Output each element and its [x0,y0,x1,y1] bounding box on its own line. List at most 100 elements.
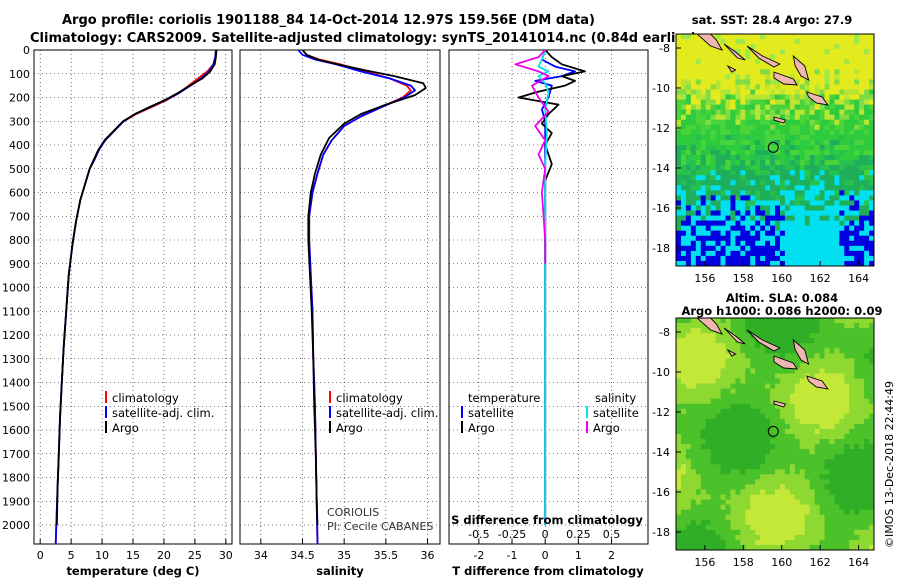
map-cell [730,240,736,247]
map-cell [745,180,751,186]
map-cell [710,459,716,465]
map-cell [819,348,825,354]
map-cell [765,245,771,252]
map-cell [740,139,746,146]
map-cell [775,524,781,531]
map-cell [685,114,692,121]
map-cell [705,119,712,126]
map-cell [725,180,731,186]
map-cell [740,464,746,470]
map-cell [844,539,850,546]
map-cell [765,474,771,480]
map-cell [755,504,761,511]
map-cell [745,185,751,191]
map-cell [725,190,731,196]
map-cell [869,165,874,171]
map-cell [789,459,796,465]
map-cell [700,428,707,435]
map-cell [839,358,845,364]
map-cell [715,333,721,339]
map-cell [794,474,801,480]
map-cell [859,489,865,495]
map-cell [804,509,811,516]
map-cell [779,144,786,151]
map-cell [804,413,811,420]
map-cell [839,150,845,156]
map-cell [770,180,776,186]
map-cell [750,175,756,181]
map-cell [809,225,815,232]
map-cell [834,368,840,374]
map-cell [849,185,855,191]
map-cell [730,114,736,121]
map-cell [849,64,855,70]
map-cell [799,539,806,546]
map-cell [730,235,736,242]
map-cell [676,210,682,216]
map-cell [770,378,776,384]
map-cell [844,129,850,136]
map-cell [849,170,855,176]
map-cell [730,175,736,181]
map-cell [695,170,702,176]
map-cell [765,464,771,470]
map-cell [755,69,761,75]
map-cell [735,155,741,161]
map-cell [819,529,825,536]
map-cell [869,160,874,166]
map-cell [750,318,756,324]
map-cell [695,74,702,80]
map-cell [814,230,820,237]
map-cell [730,519,736,526]
map-cell [819,139,825,146]
map-cell [765,240,771,247]
map-cell [740,250,746,257]
map-cell [730,180,736,186]
map-cell [799,499,806,506]
map-cell [730,484,736,490]
map-cell [784,44,791,50]
map-cell [775,144,781,151]
map-cell [715,504,721,511]
map-cell [740,469,746,475]
map-cell [710,134,716,141]
map-cell [685,129,692,136]
map-cell [859,454,865,460]
map-cell [710,119,716,126]
map-cell [720,544,726,550]
map-x-tick-label: 162 [810,272,831,285]
map-cell [680,200,687,206]
map-cell [844,79,850,85]
map-cell [676,230,682,237]
map-cell [824,34,830,40]
map-cell [705,408,712,415]
map-cell [809,195,815,201]
map-cell [676,418,682,425]
map-cell [760,39,766,45]
map-cell [710,413,716,420]
map-cell [784,195,791,201]
map-cell [685,155,692,161]
map-cell [799,489,806,495]
map-cell [859,250,865,257]
map-cell [676,59,682,65]
map-cell [864,514,870,521]
map-cell [695,79,702,85]
island-shape [805,375,829,390]
map-cell [864,34,870,40]
map-cell [770,114,776,121]
map-cell [690,418,697,425]
map-cell [834,454,840,460]
map-cell [680,150,687,156]
map-cell [779,479,786,485]
map-cell [809,368,815,374]
map-cell [745,64,751,70]
map-cell [770,439,776,445]
map-cell [844,373,850,379]
map-cell [829,418,835,425]
map-cell [695,250,702,257]
legend-argo: Argo [112,421,139,435]
map-cell [745,338,751,344]
map-cell [814,398,820,405]
map-cell [779,328,786,334]
